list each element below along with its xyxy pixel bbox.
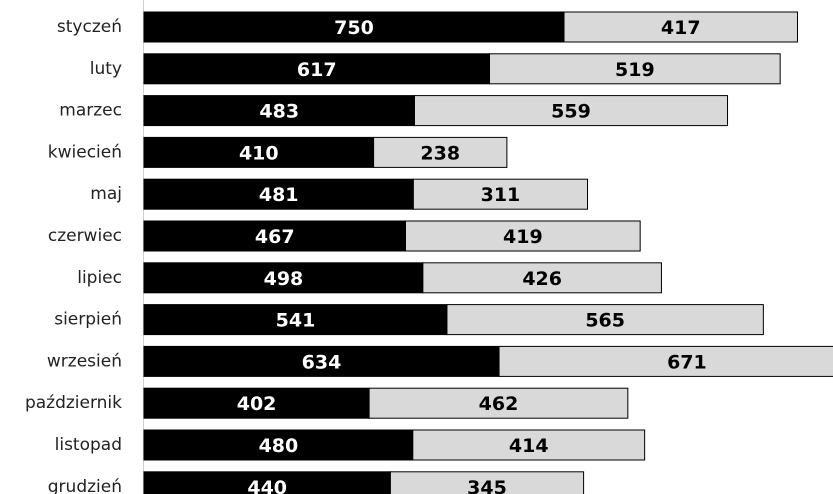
bar-segment-light — [498, 345, 833, 377]
data-label: 467 — [255, 226, 295, 248]
bar-segment-dark — [143, 178, 414, 210]
bar-segment-light — [489, 53, 781, 85]
data-label: 565 — [585, 310, 625, 332]
category-label: grudzień — [48, 477, 122, 494]
data-label: 750 — [334, 17, 374, 39]
data-label: 426 — [522, 268, 562, 290]
bar-segment-dark — [143, 262, 424, 294]
category-label: listopad — [55, 435, 122, 455]
bar-segment-light — [563, 11, 799, 43]
bar-segment-light — [412, 178, 589, 210]
data-label: 311 — [481, 184, 521, 206]
category-label: marzec — [59, 101, 122, 121]
bar-segment-dark — [143, 387, 370, 419]
category-label: kwiecień — [48, 142, 122, 162]
bar-segment-light — [413, 95, 729, 127]
category-labels: styczeń luty marzec kwiecień maj czerwiec lipi… — [25, 17, 122, 494]
bar-segment-light — [368, 387, 629, 419]
bar-segment-dark — [143, 429, 414, 461]
category-label: październik — [25, 393, 122, 413]
data-label: 481 — [259, 184, 299, 206]
value-labels: 750 417 617 519 483 559 410 238 481 311 467 419 498 4… — [237, 17, 707, 494]
data-label: 419 — [503, 226, 543, 248]
bar-segment-light — [422, 262, 662, 294]
category-label: sierpień — [54, 310, 122, 330]
data-label: 559 — [551, 101, 591, 123]
bar-segment-light — [446, 304, 764, 336]
bar-segment-light — [373, 136, 508, 168]
data-label: 519 — [615, 59, 655, 81]
data-label: 483 — [259, 101, 299, 123]
data-label: 671 — [667, 351, 707, 373]
data-label: 634 — [302, 351, 342, 373]
category-label: styczeń — [57, 17, 122, 37]
bar-segment-dark — [143, 53, 491, 85]
data-label: 402 — [237, 393, 277, 415]
category-label: wrzesień — [47, 351, 122, 371]
data-label: 498 — [264, 268, 304, 290]
data-label: 480 — [259, 435, 299, 457]
bars-layer — [143, 11, 833, 494]
bar-segment-light — [405, 220, 641, 252]
data-label: 345 — [467, 477, 507, 494]
data-label: 417 — [661, 17, 701, 39]
category-label: maj — [90, 184, 122, 204]
bar-segment-dark — [143, 345, 500, 377]
data-label: 414 — [509, 435, 549, 457]
category-label: lipiec — [77, 268, 122, 288]
bar-segment-light — [389, 471, 585, 494]
bar-segment-light — [412, 429, 646, 461]
bar-segment-dark — [143, 304, 448, 336]
data-label: 238 — [420, 142, 460, 164]
data-label: 541 — [276, 310, 316, 332]
category-label: luty — [90, 59, 122, 79]
data-label: 617 — [297, 59, 337, 81]
bar-segment-dark — [143, 220, 407, 252]
data-label: 462 — [479, 393, 519, 415]
category-label: czerwiec — [48, 226, 122, 246]
data-label: 410 — [239, 142, 279, 164]
data-label: 440 — [247, 477, 287, 494]
